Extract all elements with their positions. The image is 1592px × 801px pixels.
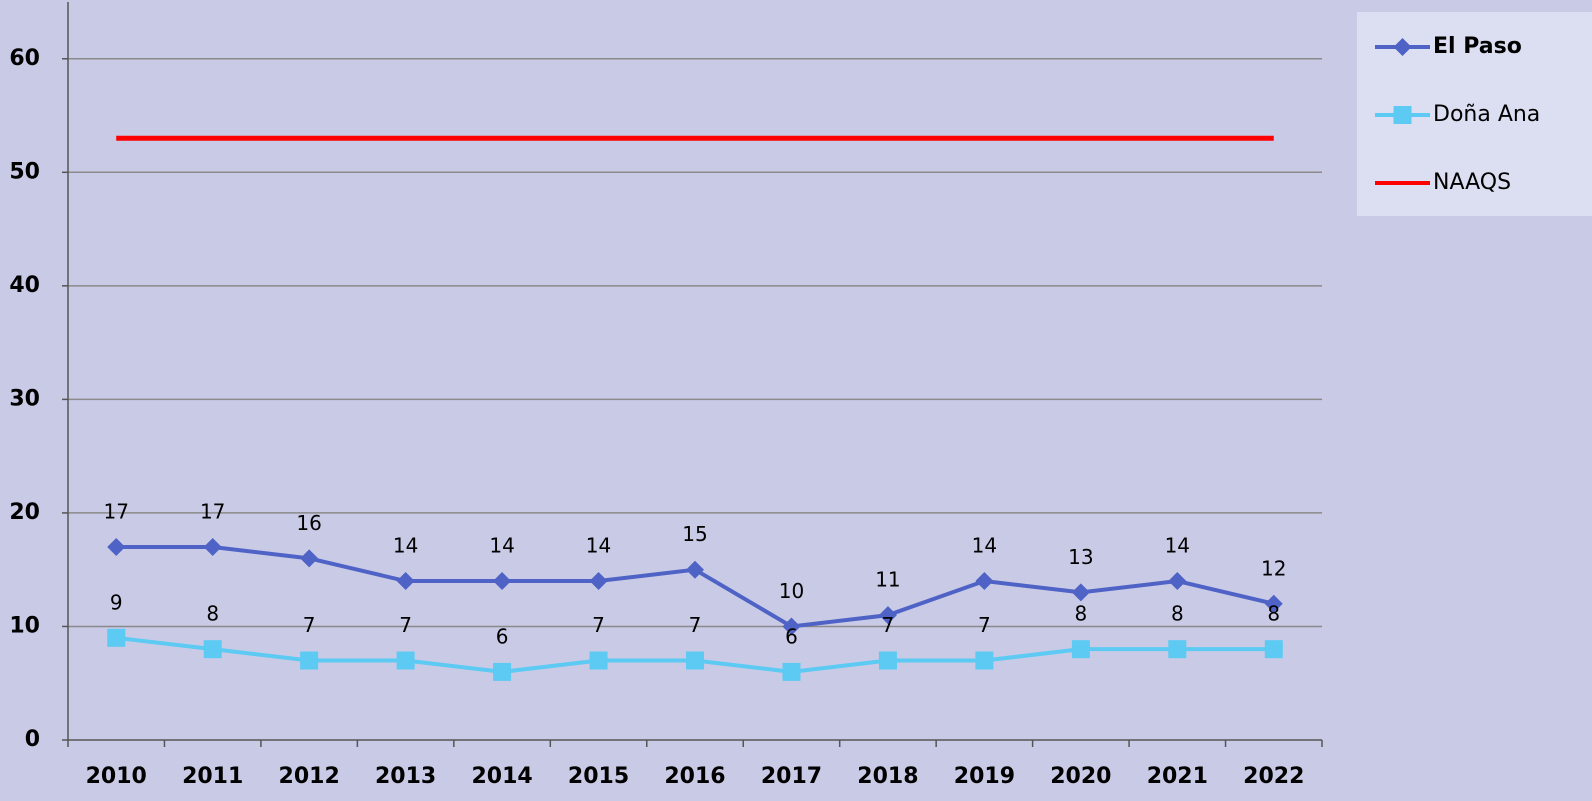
marker: [589, 572, 608, 591]
x-tick-label: 2013: [375, 764, 436, 789]
marker: [1264, 640, 1283, 659]
data-label: 10: [779, 579, 804, 603]
x-tick-label: 2018: [857, 764, 918, 789]
marker: [1264, 594, 1283, 613]
x-tick-label: 2011: [182, 764, 243, 789]
marker: [493, 662, 512, 681]
data-label: 7: [592, 613, 605, 637]
marker: [396, 572, 415, 591]
legend-marker: [1393, 38, 1412, 56]
y-tick-label: 10: [9, 613, 40, 638]
data-label: 8: [1171, 602, 1184, 626]
marker: [589, 651, 608, 670]
y-tick-label: 20: [9, 500, 40, 525]
x-tick-label: 2022: [1243, 764, 1304, 789]
marker: [1168, 572, 1187, 591]
data-label: 15: [682, 522, 707, 546]
marker: [107, 628, 126, 647]
data-label: 8: [1267, 602, 1280, 626]
data-label: 14: [1165, 534, 1190, 558]
x-tick-label: 2021: [1147, 764, 1208, 789]
marker: [203, 640, 222, 659]
y-tick-label: 0: [25, 727, 40, 752]
data-label: 17: [200, 499, 225, 523]
data-label: 7: [689, 613, 702, 637]
data-label: 7: [978, 613, 991, 637]
data-label: 14: [489, 534, 514, 558]
data-label: 14: [586, 534, 611, 558]
legend-label: Doña Ana: [1433, 102, 1540, 127]
marker: [203, 537, 222, 556]
data-label: 13: [1068, 545, 1093, 569]
marker: [1071, 583, 1090, 602]
data-label: 8: [206, 602, 219, 626]
x-tick-label: 2010: [86, 764, 147, 789]
marker: [878, 651, 897, 670]
data-label: 7: [399, 613, 412, 637]
marker: [782, 617, 801, 636]
data-label: 12: [1261, 556, 1286, 580]
marker: [300, 549, 319, 568]
marker: [975, 572, 994, 591]
data-label: 17: [104, 499, 129, 523]
marker: [300, 651, 319, 670]
y-tick-label: 30: [9, 386, 40, 411]
data-label: 6: [496, 624, 509, 648]
marker: [493, 572, 512, 591]
x-tick-label: 2012: [279, 764, 340, 789]
marker: [975, 651, 994, 670]
marker: [396, 651, 415, 670]
x-tick-label: 2019: [954, 764, 1015, 789]
marker: [107, 537, 126, 556]
legend-label: NAAQS: [1433, 170, 1511, 195]
data-label: 11: [875, 568, 900, 592]
x-tick-label: 2016: [664, 764, 725, 789]
marker: [686, 651, 704, 670]
data-label: 7: [303, 613, 316, 637]
marker: [1168, 640, 1187, 659]
legend-marker: [1393, 106, 1412, 124]
data-label: 6: [785, 624, 798, 648]
data-label: 9: [110, 590, 123, 614]
data-label: 8: [1074, 602, 1087, 626]
legend-label: El Paso: [1433, 34, 1522, 59]
x-tick-label: 2015: [568, 764, 629, 789]
data-label: 14: [393, 534, 418, 558]
marker: [1071, 640, 1090, 659]
y-tick-label: 50: [9, 159, 40, 184]
x-tick-label: 2020: [1050, 764, 1111, 789]
data-label: 7: [882, 613, 895, 637]
x-tick-label: 2017: [761, 764, 822, 789]
data-label: 14: [972, 534, 997, 558]
marker: [686, 560, 704, 579]
data-label: 16: [296, 511, 321, 535]
marker: [878, 606, 897, 625]
marker: [782, 662, 801, 681]
y-tick-label: 40: [9, 273, 40, 298]
x-tick-label: 2014: [471, 764, 532, 789]
y-tick-label: 60: [9, 46, 40, 71]
